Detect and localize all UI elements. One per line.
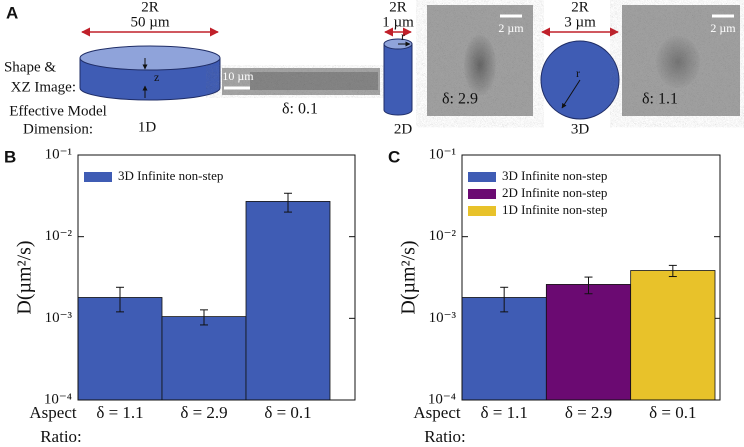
dim-size: 50 µm (130, 14, 169, 30)
scale-label: 2 µm (710, 21, 736, 35)
row-label: Effective Model (9, 103, 107, 119)
y-tick-label: 10⁻⁴ (428, 391, 456, 407)
x-tick-label: δ = 1.1 (96, 403, 143, 422)
radius-label: r (576, 66, 580, 80)
legend-label: 1D Infinite non-step (502, 202, 607, 217)
axes-frame (461, 154, 721, 401)
disk-top (79, 45, 221, 71)
legend-label: 3D Infinite non-step (502, 168, 607, 183)
x-axis-label: Ratio: (40, 427, 82, 446)
panel-label: A (6, 3, 18, 22)
model-dim: 2D (394, 121, 413, 137)
bar (161, 316, 247, 401)
dim-size: 1 µm (382, 14, 414, 30)
y-axis-label: D(µm²/s) (398, 240, 420, 314)
z-label: z (154, 70, 159, 84)
model-dim: 3D (571, 121, 590, 137)
y-tick-label: 10⁻⁴ (44, 391, 72, 407)
panel-label: B (4, 147, 16, 166)
panel-label: C (388, 147, 400, 166)
legend-label: 3D Infinite non-step (118, 168, 223, 183)
legend-swatch (468, 172, 496, 182)
delta-label: δ: 1.1 (642, 91, 678, 108)
dim-size: 3 µm (564, 14, 596, 30)
delta-label: δ: 0.1 (282, 101, 318, 118)
y-tick-label: 10⁻³ (429, 310, 457, 326)
dim-symbol: 2R (141, 0, 159, 15)
model-dim: 1D (138, 119, 157, 135)
row-label: Dimension: (23, 121, 93, 137)
scale-label: 2 µm (498, 21, 524, 35)
dim-symbol: 2R (571, 0, 589, 15)
bar (77, 297, 163, 401)
image-noise (622, 5, 740, 116)
x-axis-label: Ratio: (424, 427, 466, 446)
radius-arrow (561, 79, 581, 109)
bar (461, 297, 547, 401)
x-tick-label: δ = 2.9 (565, 403, 612, 422)
scale-label: 10 µm (222, 69, 254, 83)
delta-label: δ: 2.9 (442, 91, 478, 108)
cylinder-body (383, 43, 413, 116)
legend-label: 2D Infinite non-step (502, 185, 607, 200)
legend-swatch (468, 189, 496, 199)
radius-label: r (401, 29, 405, 43)
y-tick-label: 10⁻¹ (429, 146, 456, 162)
row-label: XZ Image: (11, 79, 76, 95)
legend-swatch (84, 172, 112, 182)
x-tick-label: δ = 1.1 (480, 403, 527, 422)
x-axis-label: Aspect (413, 403, 460, 422)
panel-a: A Shape & XZ Image: Effective Model Dime… (4, 0, 740, 137)
bar (245, 201, 331, 401)
bar (630, 270, 716, 401)
image-noise (222, 68, 380, 95)
bar (545, 284, 632, 401)
image-noise (427, 5, 533, 116)
legend-swatch (468, 206, 496, 216)
y-tick-label: 10⁻³ (45, 310, 73, 326)
x-tick-label: δ = 0.1 (264, 403, 311, 422)
axes-frame (77, 154, 356, 401)
x-tick-label: δ = 0.1 (649, 403, 696, 422)
y-tick-label: 10⁻² (45, 228, 73, 244)
dim-symbol: 2R (389, 0, 407, 15)
y-tick-label: 10⁻¹ (45, 146, 72, 162)
y-tick-label: 10⁻² (429, 228, 457, 244)
y-axis-label: D(µm²/s) (14, 240, 36, 314)
row-label: Shape & (4, 59, 56, 75)
x-tick-label: δ = 2.9 (180, 403, 227, 422)
x-axis-label: Aspect (29, 403, 76, 422)
